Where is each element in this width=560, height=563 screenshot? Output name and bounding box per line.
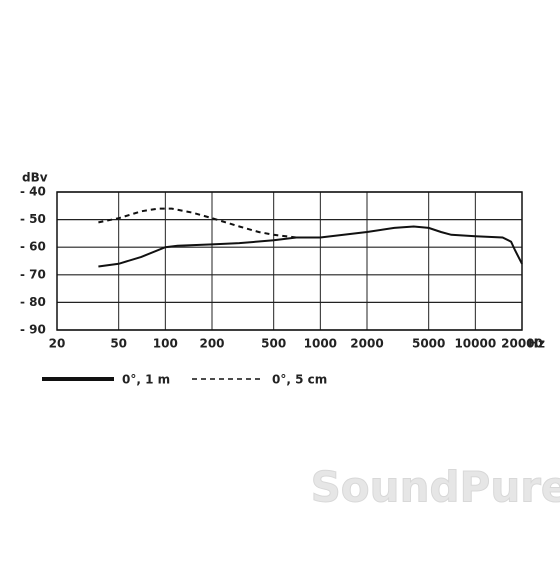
- y-tick-label: - 90: [20, 323, 46, 337]
- watermark: SoundPure: [311, 463, 560, 512]
- x-tick-label: 1000: [304, 337, 337, 351]
- y-tick-label: - 40: [20, 185, 46, 199]
- x-tick-label: 5000: [412, 337, 445, 351]
- plot-frame: [56, 191, 523, 331]
- x-axis-label: Hz: [528, 337, 545, 351]
- x-tick-label: 50: [110, 337, 127, 351]
- line-series: [98, 207, 321, 239]
- legend-label: 0°, 5 cm: [272, 373, 327, 387]
- x-tick-label: 500: [261, 337, 286, 351]
- x-tick-label: 200: [199, 337, 224, 351]
- legend-label: 0°, 1 m: [122, 373, 170, 387]
- y-axis-label: dBv: [22, 171, 48, 185]
- y-tick-label: - 70: [20, 267, 46, 281]
- x-tick-label: 100: [153, 337, 178, 351]
- line-series: [98, 225, 523, 268]
- y-tick-label: - 60: [20, 240, 46, 254]
- y-tick-label: - 50: [20, 212, 46, 226]
- x-tick-label: 2000: [350, 337, 383, 351]
- x-tick-label: 20: [49, 337, 66, 351]
- x-tick-label: 10000: [454, 337, 496, 351]
- y-tick-label: - 80: [20, 295, 46, 309]
- x-tick-label: 20000: [501, 337, 543, 351]
